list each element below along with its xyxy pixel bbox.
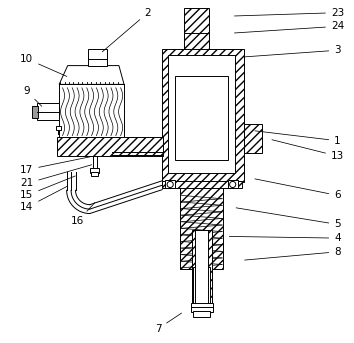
Bar [228,180,238,188]
Bar [184,8,210,50]
Text: 9: 9 [23,86,42,106]
Bar [175,76,228,159]
Bar [165,180,175,188]
Text: 3: 3 [245,45,341,57]
Text: 5: 5 [236,208,341,229]
Bar [169,55,235,173]
Text: 4: 4 [229,233,341,243]
Text: 14: 14 [20,187,67,212]
Polygon shape [59,66,124,84]
Bar [56,126,61,130]
Bar [59,84,124,137]
Text: 2: 2 [102,8,151,52]
Text: 16: 16 [71,203,95,226]
Bar [32,106,38,118]
Text: 7: 7 [155,313,182,334]
Bar [193,267,210,305]
Bar [195,229,208,311]
Bar [162,181,242,188]
Text: 15: 15 [20,176,75,200]
Circle shape [230,181,236,188]
Bar [90,168,99,173]
Bar [191,303,213,311]
Text: 21: 21 [20,165,92,188]
Bar [192,229,212,305]
Bar [37,103,59,120]
Bar [244,124,262,153]
Text: 23: 23 [234,8,344,17]
Bar [91,172,98,176]
Text: 17: 17 [20,157,91,175]
Text: 13: 13 [272,140,344,161]
Bar [162,48,244,182]
Circle shape [167,181,173,188]
Text: 8: 8 [245,247,341,260]
Bar [57,137,163,156]
Text: 1: 1 [255,131,341,146]
Bar [88,48,107,66]
Text: 6: 6 [255,179,341,200]
Bar [181,187,223,269]
Text: 10: 10 [20,54,67,76]
Text: 24: 24 [234,21,344,33]
Bar [193,310,210,317]
